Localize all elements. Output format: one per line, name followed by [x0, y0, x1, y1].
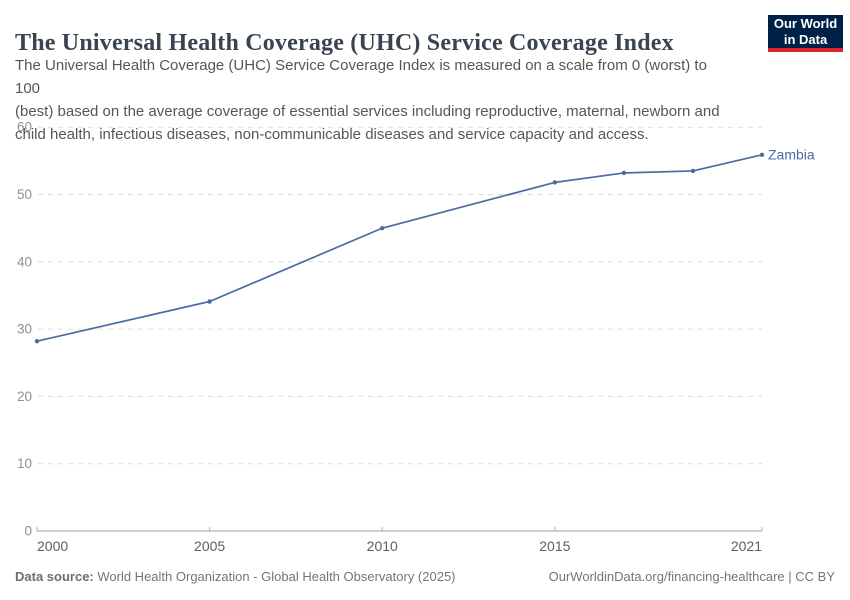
- chart-subtitle-line: The Universal Health Coverage (UHC) Serv…: [15, 57, 707, 97]
- data-point-zambia-2021: [759, 152, 765, 157]
- x-axis-tick-label: 2021: [731, 538, 762, 554]
- license-credit-link[interactable]: OurWorldinData.org/financing-healthcare …: [548, 569, 835, 584]
- data-point-zambia-2017: [621, 170, 627, 176]
- data-point-zambia-2019: [690, 168, 696, 174]
- y-axis-tick-label: 60: [17, 120, 32, 135]
- data-point-zambia-2015: [552, 180, 558, 185]
- owid-logo[interactable]: Our World in Data: [768, 15, 843, 52]
- x-axis-tick-label: 2015: [539, 538, 570, 554]
- x-axis-tick-label: 2010: [367, 538, 398, 554]
- x-axis-tick-label: 2000: [37, 538, 68, 554]
- series-end-label-zambia[interactable]: Zambia: [768, 146, 815, 162]
- y-axis-tick-label: 30: [17, 322, 32, 337]
- y-axis-tick-label: 20: [17, 389, 32, 404]
- data-point-zambia-2010: [380, 225, 385, 231]
- series-line-zambia[interactable]: [36, 153, 763, 343]
- data-point-zambia-2000: [34, 339, 40, 344]
- data-point-zambia-2005: [207, 299, 212, 304]
- data-source-label: Data source:: [15, 569, 94, 584]
- data-source-text: World Health Organization - Global Healt…: [93, 569, 456, 584]
- y-axis-tick-label: 10: [17, 456, 32, 471]
- chart-footer: Data source: World Health Organization -…: [15, 569, 835, 584]
- chart-subtitle-line: (best) based on the average coverage of …: [15, 103, 720, 120]
- y-axis-tick-label: 40: [17, 254, 32, 269]
- chart-subtitle: The Universal Health Coverage (UHC) Serv…: [15, 54, 735, 146]
- y-axis-tick-label: 0: [24, 524, 32, 539]
- owid-logo-line1: Our World: [773, 15, 838, 31]
- x-axis-tick-label: 2005: [194, 538, 225, 554]
- owid-logo-line2: in Data: [783, 31, 828, 47]
- chart-title: The Universal Health Coverage (UHC) Serv…: [15, 30, 674, 57]
- chart-subtitle-line: child health, infectious diseases, non-c…: [15, 126, 649, 143]
- data-source-note: Data source: World Health Organization -…: [15, 569, 456, 584]
- y-axis-tick-label: 50: [17, 187, 32, 202]
